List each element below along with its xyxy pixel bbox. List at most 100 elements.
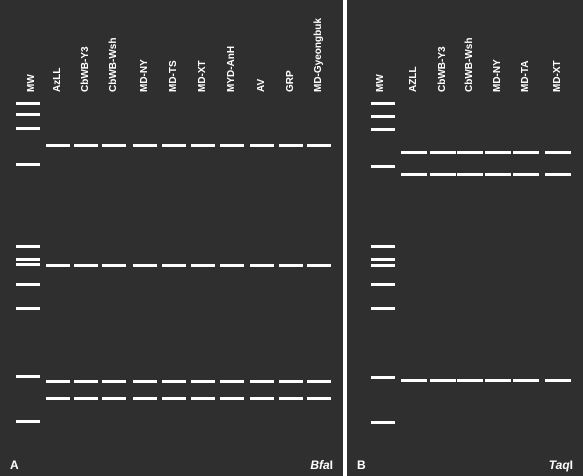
marker-band [371, 307, 395, 310]
marker-band [16, 420, 40, 423]
lane-label: CbWB-Y3 [437, 46, 448, 92]
marker-band [16, 283, 40, 286]
lane-label: MD-TA [520, 60, 531, 92]
marker-lane-label: MW [375, 74, 386, 92]
sample-band [457, 173, 483, 176]
sample-band [513, 173, 539, 176]
gel-panel-a: MW AzLL CbWB-Y3 CbWB-Wsh MD-NY MD-TS MD-XT MYD… [0, 0, 343, 476]
sample-band [74, 380, 98, 383]
sample-band [430, 379, 456, 382]
sample-band [162, 144, 186, 147]
sample-band [220, 144, 244, 147]
lane-label: AZLL [408, 66, 419, 92]
marker-band [371, 258, 395, 261]
sample-band [545, 379, 571, 382]
marker-band [16, 102, 40, 105]
panel-letter: A [10, 458, 19, 472]
lane-label: AV [256, 78, 267, 92]
marker-band [371, 283, 395, 286]
sample-band [133, 397, 157, 400]
sample-band [191, 144, 215, 147]
sample-band [46, 264, 70, 267]
lane-label: MD-XT [552, 60, 563, 92]
marker-band [371, 165, 395, 168]
marker-band [371, 115, 395, 118]
sample-band [46, 397, 70, 400]
sample-band [430, 173, 456, 176]
lane-label: CbWB-Y3 [80, 46, 91, 92]
sample-band [401, 151, 427, 154]
marker-band [16, 127, 40, 130]
sample-band [133, 264, 157, 267]
sample-band [46, 380, 70, 383]
sample-band [102, 397, 126, 400]
lane-label: AzLL [52, 67, 63, 92]
sample-band [102, 264, 126, 267]
sample-band [220, 264, 244, 267]
sample-band [46, 144, 70, 147]
sample-band [485, 379, 511, 382]
enzyme-label: TaqI [548, 458, 573, 472]
lane-label: CbWB-Wsh [464, 37, 475, 92]
marker-band [371, 102, 395, 105]
sample-band [279, 144, 303, 147]
sample-band [162, 380, 186, 383]
sample-band [191, 397, 215, 400]
sample-band [162, 397, 186, 400]
sample-band [485, 173, 511, 176]
sample-band [133, 144, 157, 147]
lane-label: MD-TS [168, 60, 179, 92]
sample-band [220, 397, 244, 400]
lane-label: GRP [285, 70, 296, 92]
sample-band [307, 397, 331, 400]
lane-label: MD-Gyeongbuk [313, 18, 324, 92]
sample-band [279, 397, 303, 400]
gel-panel-b: MW AZLL CbWB-Y3 CbWB-Wsh MD-NY MD-TA MD-XT B … [347, 0, 583, 476]
sample-band [545, 173, 571, 176]
marker-band [16, 375, 40, 378]
sample-band [430, 151, 456, 154]
marker-band [16, 307, 40, 310]
sample-band [513, 151, 539, 154]
sample-band [457, 379, 483, 382]
marker-band [16, 113, 40, 116]
lane-label: MD-NY [492, 59, 503, 92]
lane-label: MD-XT [197, 60, 208, 92]
panel-letter: B [357, 458, 366, 472]
marker-band [371, 376, 395, 379]
marker-band [371, 128, 395, 131]
marker-band [16, 258, 40, 261]
lane-label: MYD-AnH [226, 45, 237, 92]
marker-band [371, 421, 395, 424]
sample-band [545, 151, 571, 154]
sample-band [162, 264, 186, 267]
sample-band [250, 397, 274, 400]
marker-band [371, 245, 395, 248]
sample-band [279, 380, 303, 383]
sample-band [74, 144, 98, 147]
sample-band [250, 380, 274, 383]
sample-band [102, 380, 126, 383]
sample-band [133, 380, 157, 383]
marker-band [16, 263, 40, 266]
sample-band [191, 264, 215, 267]
sample-band [279, 264, 303, 267]
sample-band [307, 264, 331, 267]
sample-band [513, 379, 539, 382]
sample-band [307, 380, 331, 383]
sample-band [485, 151, 511, 154]
marker-band [16, 163, 40, 166]
sample-band [250, 264, 274, 267]
sample-band [401, 379, 427, 382]
sample-band [307, 144, 331, 147]
sample-band [250, 144, 274, 147]
marker-lane-label: MW [26, 74, 37, 92]
sample-band [74, 264, 98, 267]
lane-label: CbWB-Wsh [108, 37, 119, 92]
sample-band [191, 380, 215, 383]
sample-band [457, 151, 483, 154]
marker-band [371, 264, 395, 267]
sample-band [220, 380, 244, 383]
marker-band [16, 245, 40, 248]
